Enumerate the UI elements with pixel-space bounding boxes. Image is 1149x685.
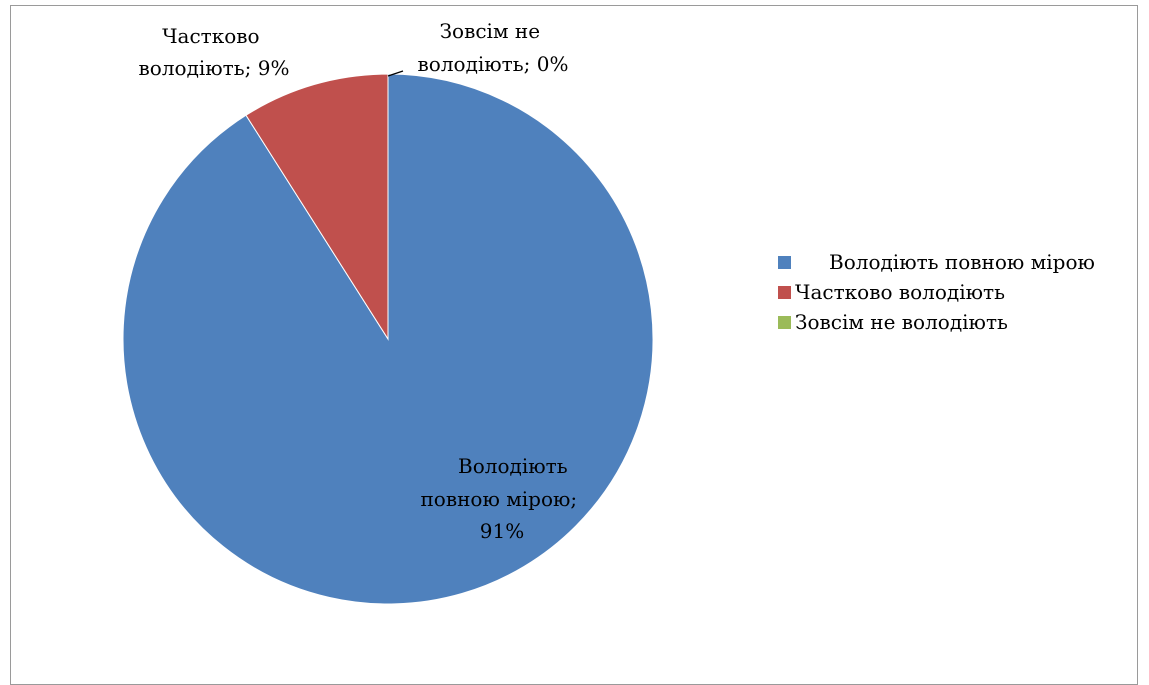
- legend-swatch-partial: [778, 286, 791, 299]
- data-label-none: Зовсім не володіють; 0%: [418, 19, 569, 76]
- legend-label-none: Зовсім не володіють: [795, 310, 1008, 334]
- data-label-full: Володіють повною мірою; 91%: [420, 454, 583, 543]
- legend: Володіють повною мірою Частково володіют…: [778, 250, 1095, 334]
- data-label-none-line-1: Зовсім не: [440, 19, 540, 43]
- leader-line-zero-slice: [387, 70, 404, 77]
- data-label-full-line-3: 91%: [480, 519, 524, 543]
- pie-slice-partial: [245, 73, 389, 341]
- pie-slices: [122, 73, 654, 605]
- data-label-full-line-1: Володіють: [458, 454, 568, 478]
- legend-item-full: Володіють повною мірою: [778, 250, 1095, 274]
- legend-swatch-full: [778, 256, 791, 269]
- legend-swatch-none: [778, 316, 791, 329]
- legend-item-partial: Частково володіють: [778, 280, 1005, 304]
- data-label-partial: Частково володіють; 9%: [139, 24, 290, 80]
- data-label-full-line-2: повною мірою;: [420, 487, 577, 511]
- data-label-partial-line-2: володіють; 9%: [139, 56, 290, 80]
- legend-label-full: Володіють повною мірою: [829, 250, 1095, 274]
- data-label-partial-line-1: Частково: [162, 24, 260, 48]
- legend-item-none: Зовсім не володіють: [778, 310, 1008, 334]
- data-label-none-line-2: володіють; 0%: [418, 52, 569, 76]
- legend-label-partial: Частково володіють: [795, 280, 1005, 304]
